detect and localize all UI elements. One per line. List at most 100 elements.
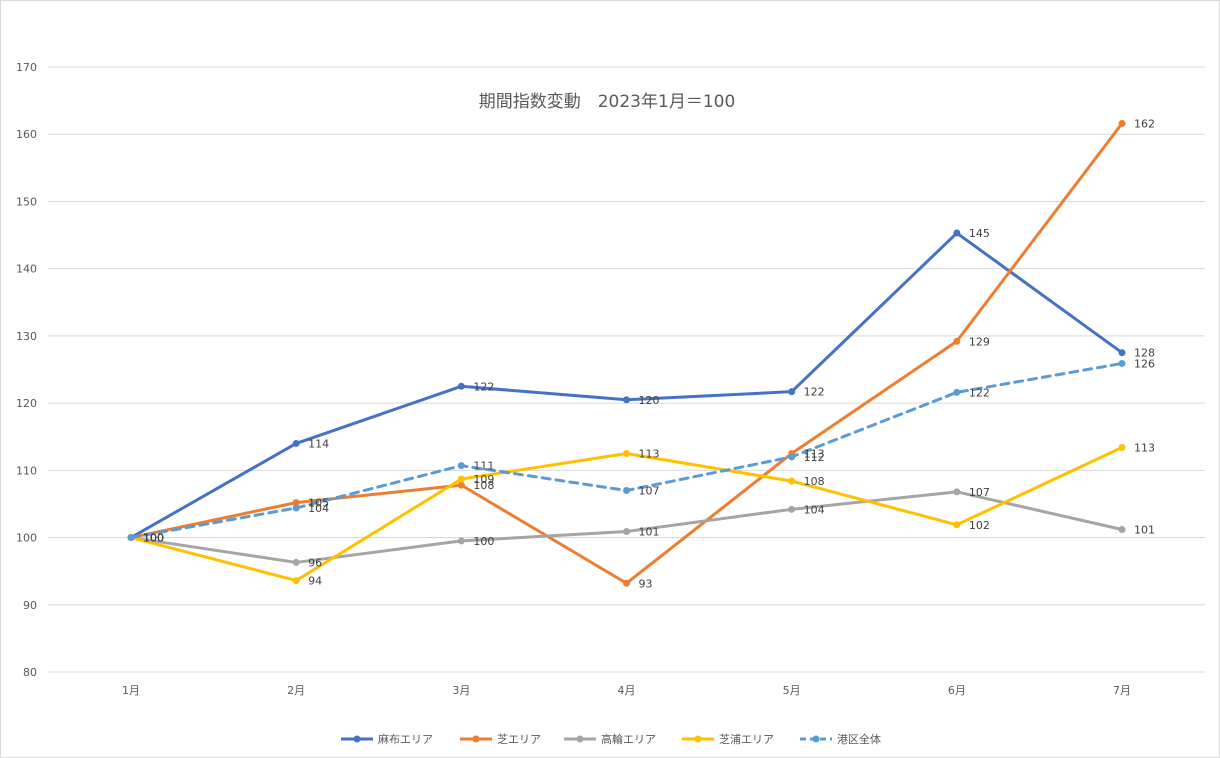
data-label: 162: [1134, 117, 1155, 130]
data-label: 122: [969, 386, 990, 399]
x-tick-label: 5月: [783, 684, 801, 697]
legend-label: 港区全体: [837, 732, 881, 746]
data-point: [623, 450, 630, 458]
data-label: 100: [143, 532, 164, 545]
data-label: 113: [639, 448, 660, 461]
data-label: 100: [143, 532, 164, 545]
data-labels: 100 114 122 120 122 145 128 100 105 108 93 113 129 16…: [143, 117, 1155, 590]
data-label: 100: [143, 532, 164, 545]
legend-label: 芝エリア: [497, 733, 541, 746]
x-tick-label: 1月: [122, 684, 140, 697]
data-point: [623, 487, 630, 494]
data-label: 100: [143, 532, 164, 545]
data-point: [292, 558, 300, 566]
data-point: [292, 439, 300, 447]
data-point: [953, 488, 961, 496]
x-tick-label: 2月: [287, 684, 305, 697]
data-label: 128: [1134, 347, 1155, 360]
data-label: 120: [639, 394, 660, 407]
y-tick-label: 110: [16, 464, 37, 477]
data-label: 107: [969, 486, 990, 499]
data-point: [788, 453, 796, 461]
legend: 麻布エリア 芝エリア 高輪エリア 芝浦エリア 港区全体: [341, 732, 881, 746]
y-tick-label: 80: [23, 666, 37, 679]
data-label: 107: [639, 485, 660, 498]
x-tick-label: 4月: [618, 684, 636, 697]
data-label: 126: [1134, 357, 1155, 370]
legend-label: 麻布エリア: [378, 732, 433, 746]
data-label: 96: [308, 556, 322, 569]
data-label: 113: [804, 448, 825, 461]
y-tick-label: 170: [16, 61, 37, 74]
data-point: [623, 396, 630, 404]
data-label: 101: [1134, 523, 1155, 536]
data-label: 94: [308, 575, 322, 588]
data-label: 112: [804, 451, 825, 464]
data-label: 145: [969, 227, 990, 240]
data-label: 114: [308, 437, 329, 450]
data-label: 100: [143, 532, 164, 545]
y-tick-label: 140: [16, 263, 37, 276]
y-axis-ticks: 80 90 100 110 120 130 140 150 160 170: [16, 61, 37, 679]
data-label: 122: [473, 380, 494, 393]
data-point: [1118, 349, 1126, 357]
data-point: [1118, 119, 1126, 127]
data-label: 104: [308, 502, 329, 515]
y-tick-label: 160: [16, 128, 37, 141]
series-group: [127, 119, 1126, 587]
x-tick-label: 6月: [948, 684, 966, 697]
series-line: [129, 121, 1124, 585]
data-point: [457, 382, 465, 390]
data-label: 105: [308, 497, 329, 510]
x-axis-ticks: 1月 2月 3月 4月 5月 6月 7月: [122, 684, 1131, 697]
data-label: 93: [639, 577, 653, 590]
data-point: [953, 521, 961, 529]
data-point: [953, 337, 961, 345]
data-point: [623, 528, 630, 536]
data-label: 104: [804, 503, 825, 516]
data-point: [292, 504, 300, 512]
data-label: 100: [473, 535, 494, 548]
legend-marker: [694, 735, 702, 743]
data-point: [623, 579, 630, 587]
data-label: 122: [804, 386, 825, 399]
data-label: 113: [1134, 441, 1155, 454]
x-tick-label: 3月: [452, 684, 470, 697]
data-point: [953, 229, 961, 237]
legend-label: 芝浦エリア: [719, 733, 774, 746]
chart-title: 期間指数変動 2023年1月＝100: [479, 92, 736, 112]
data-label: 111: [473, 460, 494, 473]
data-point: [457, 481, 465, 489]
y-tick-label: 120: [16, 397, 37, 410]
legend-marker: [576, 735, 584, 743]
legend-marker: [812, 735, 820, 743]
y-tick-label: 150: [16, 195, 37, 208]
data-point: [1118, 359, 1126, 367]
data-point: [457, 475, 465, 483]
y-tick-label: 130: [16, 330, 37, 343]
data-label: 102: [969, 519, 990, 532]
data-label: 108: [804, 475, 825, 488]
data-point: [788, 477, 796, 485]
data-label: 129: [969, 335, 990, 348]
data-point: [127, 534, 135, 542]
legend-label: 高輪エリア: [601, 732, 656, 746]
data-label: 109: [473, 473, 494, 486]
legend-marker: [353, 735, 361, 743]
data-label: 108: [473, 479, 494, 492]
data-point: [1118, 443, 1126, 451]
x-tick-label: 7月: [1113, 684, 1131, 697]
data-point: [1118, 525, 1126, 533]
data-point: [292, 499, 300, 507]
data-point: [788, 388, 796, 396]
y-tick-label: 90: [23, 599, 37, 612]
data-point: [457, 537, 465, 545]
data-point: [788, 505, 796, 513]
data-point: [292, 577, 300, 585]
y-tick-label: 100: [16, 532, 37, 545]
data-label: 101: [639, 526, 660, 539]
legend-marker: [472, 735, 480, 743]
data-point: [953, 388, 961, 396]
